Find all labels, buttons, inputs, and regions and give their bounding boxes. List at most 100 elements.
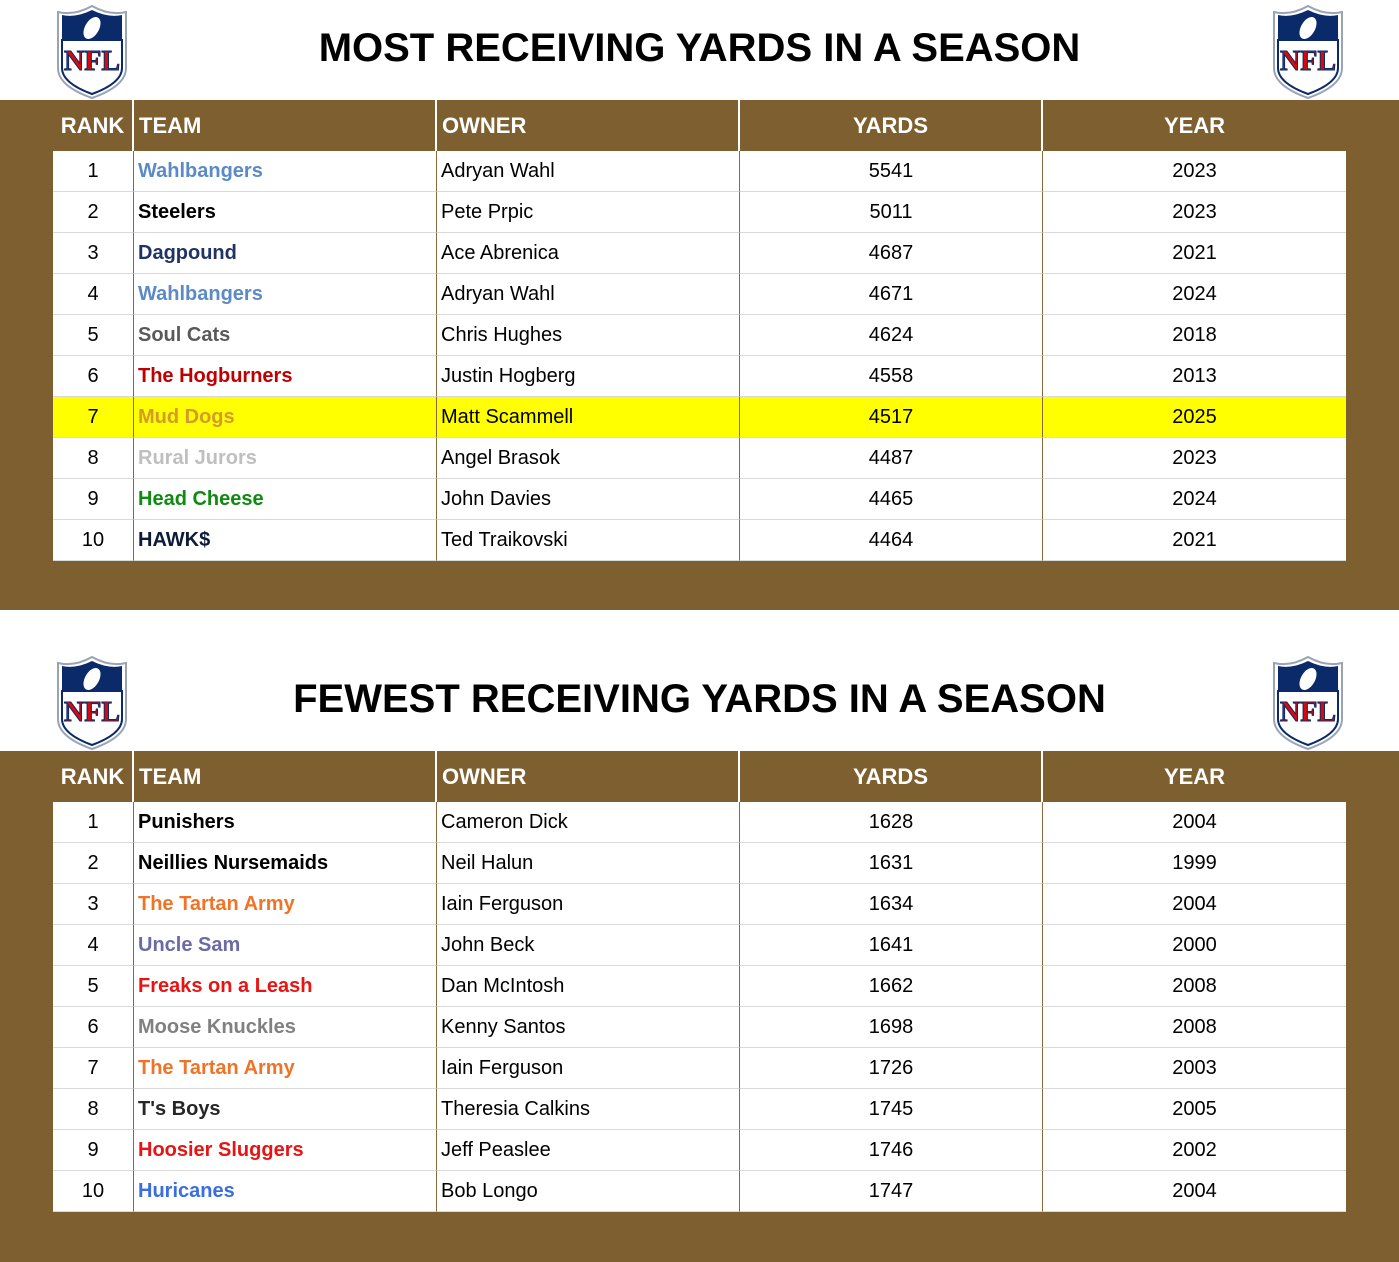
owner-cell: Kenny Santos (437, 1007, 740, 1048)
rank-cell: 9 (53, 479, 134, 520)
rank-cell: 5 (53, 966, 134, 1007)
year-cell: 2008 (1043, 1007, 1346, 1048)
column-header: YEAR (1163, 113, 1226, 138)
yards-cell: 1662 (740, 966, 1043, 1007)
rank-cell: 5 (53, 315, 134, 356)
owner-cell: Angel Brasok (437, 438, 740, 479)
column-header: TEAM (134, 100, 437, 151)
rank-cell: 1 (53, 802, 134, 843)
column-header: YARDS (740, 751, 1043, 802)
yards-cell: 4464 (740, 520, 1043, 561)
yards-cell: 4517 (740, 397, 1043, 438)
yards-cell: 1726 (740, 1048, 1043, 1089)
year-cell: 2021 (1043, 520, 1346, 561)
year-cell: 2025 (1043, 397, 1346, 438)
rank-cell: 6 (53, 1007, 134, 1048)
owner-cell: Cameron Dick (437, 802, 740, 843)
rank-cell: 7 (53, 1048, 134, 1089)
team-cell: HAWK$ (134, 520, 437, 561)
year-cell: 2008 (1043, 966, 1346, 1007)
rank-cell: 10 (53, 1171, 134, 1212)
year-cell: 2018 (1043, 315, 1346, 356)
column-header: RANK (53, 100, 134, 151)
owner-cell: Theresia Calkins (437, 1089, 740, 1130)
yards-cell: 1631 (740, 843, 1043, 884)
team-cell: Moose Knuckles (134, 1007, 437, 1048)
column-header: TEAM (134, 751, 437, 802)
yards-cell: 1746 (740, 1130, 1043, 1171)
team-cell: Wahlbangers (134, 274, 437, 315)
team-cell: Head Cheese (134, 479, 437, 520)
yards-cell: 1698 (740, 1007, 1043, 1048)
yards-cell: 5541 (740, 151, 1043, 192)
column-header: YARDS (740, 100, 1043, 151)
year-cell: 2023 (1043, 151, 1346, 192)
yards-cell: 1641 (740, 925, 1043, 966)
team-cell: Steelers (134, 192, 437, 233)
rank-cell: 2 (53, 843, 134, 884)
owner-cell: Iain Ferguson (437, 884, 740, 925)
nfl-shield: NFL (57, 655, 127, 751)
team-cell: Soul Cats (134, 315, 437, 356)
year-cell: 2023 (1043, 438, 1346, 479)
logo-text: NFL (1280, 697, 1336, 728)
table-title: MOST RECEIVING YARDS IN A SEASON (318, 26, 1081, 70)
yards-cell: 4671 (740, 274, 1043, 315)
nfl-shield: NFL (57, 4, 127, 100)
rank-cell: 4 (53, 274, 134, 315)
year-cell: 2024 (1043, 479, 1346, 520)
rank-cell: 7 (53, 397, 134, 438)
nfl-logo: NFL (1270, 4, 1346, 100)
nfl-logo: NFL (54, 655, 130, 751)
team-cell: Mud Dogs (134, 397, 437, 438)
rank-cell: 3 (53, 884, 134, 925)
year-cell: 2021 (1043, 233, 1346, 274)
owner-cell: Ace Abrenica (437, 233, 740, 274)
team-cell: The Hogburners (134, 356, 437, 397)
yards-cell: 4687 (740, 233, 1043, 274)
owner-cell: Pete Prpic (437, 192, 740, 233)
year-cell: 2000 (1043, 925, 1346, 966)
year-cell: 2013 (1043, 356, 1346, 397)
table-title: FEWEST RECEIVING YARDS IN A SEASON (293, 677, 1106, 721)
rank-cell: 2 (53, 192, 134, 233)
logo-text: NFL (1280, 46, 1336, 77)
nfl-shield: NFL (1273, 4, 1343, 100)
column-header: YEAR (1163, 764, 1226, 789)
yards-cell: 1747 (740, 1171, 1043, 1212)
yards-cell: 1745 (740, 1089, 1043, 1130)
owner-cell: John Davies (437, 479, 740, 520)
rank-cell: 8 (53, 438, 134, 479)
year-cell: 2002 (1043, 1130, 1346, 1171)
owner-cell: Neil Halun (437, 843, 740, 884)
team-cell: The Tartan Army (134, 884, 437, 925)
team-cell: Freaks on a Leash (134, 966, 437, 1007)
year-cell: 2004 (1043, 884, 1346, 925)
year-cell: 2003 (1043, 1048, 1346, 1089)
yards-cell: 4465 (740, 479, 1043, 520)
rank-cell: 10 (53, 520, 134, 561)
team-cell: Neillies Nursemaids (134, 843, 437, 884)
yards-cell: 4558 (740, 356, 1043, 397)
team-cell: Uncle Sam (134, 925, 437, 966)
rank-cell: 6 (53, 356, 134, 397)
year-cell: 2004 (1043, 1171, 1346, 1212)
yards-cell: 1634 (740, 884, 1043, 925)
yards-cell: 1628 (740, 802, 1043, 843)
owner-cell: Ted Traikovski (437, 520, 740, 561)
owner-cell: Matt Scammell (437, 397, 740, 438)
owner-cell: Justin Hogberg (437, 356, 740, 397)
rank-cell: 9 (53, 1130, 134, 1171)
team-cell: The Tartan Army (134, 1048, 437, 1089)
owner-cell: Adryan Wahl (437, 274, 740, 315)
owner-cell: Dan McIntosh (437, 966, 740, 1007)
column-header: RANK (53, 751, 134, 802)
rank-cell: 1 (53, 151, 134, 192)
column-header: OWNER (437, 751, 740, 802)
year-cell: 2024 (1043, 274, 1346, 315)
rank-cell: 4 (53, 925, 134, 966)
yards-cell: 5011 (740, 192, 1043, 233)
year-cell: 2004 (1043, 802, 1346, 843)
year-cell: 1999 (1043, 843, 1346, 884)
